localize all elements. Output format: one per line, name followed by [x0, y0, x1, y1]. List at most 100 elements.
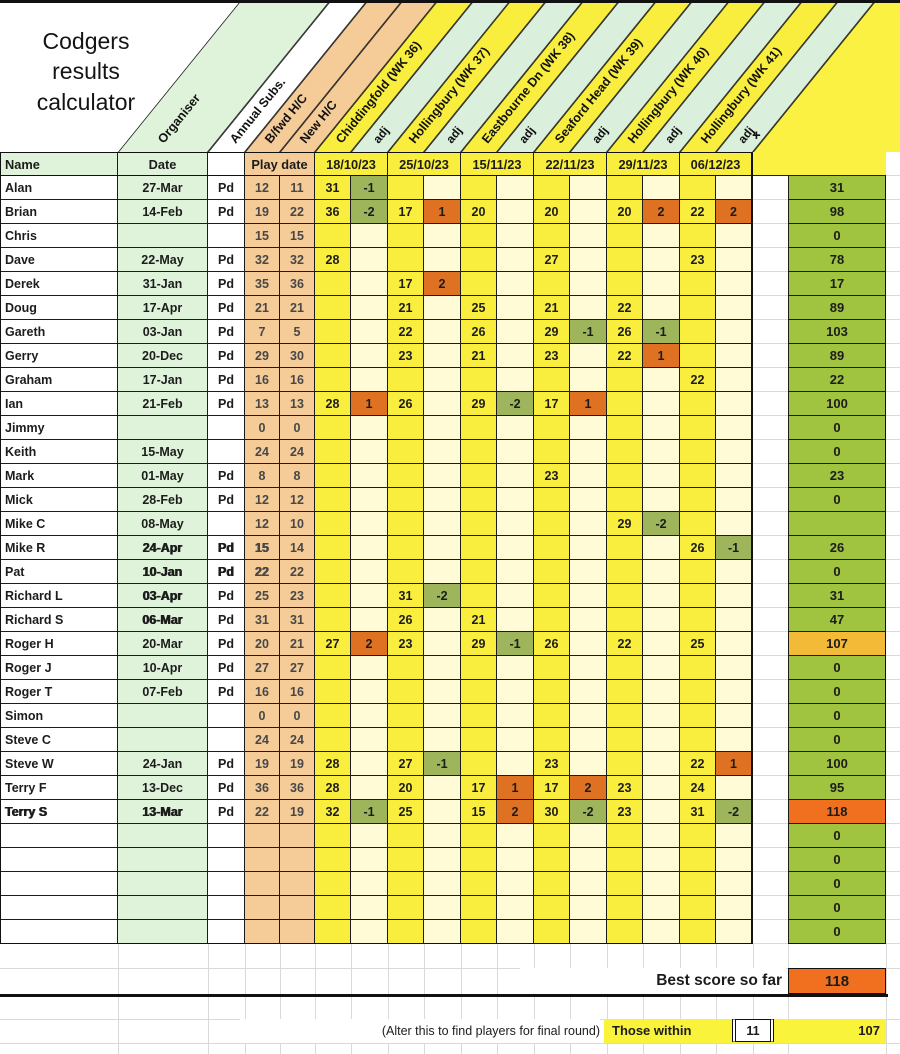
cell-name[interactable]: Terry F [0, 776, 118, 800]
cell-adj-r5[interactable] [716, 296, 753, 320]
cell-date[interactable]: 27-Mar [118, 176, 208, 200]
cell-new-hc[interactable]: 30 [280, 344, 315, 368]
cell-score-r3[interactable]: 30 [534, 800, 570, 824]
cell-adj-r2[interactable] [497, 464, 534, 488]
header-round-date-1[interactable]: 25/10/23 [388, 152, 461, 176]
cell-paid[interactable]: Pd [208, 344, 245, 368]
cell-score-r5[interactable] [680, 416, 716, 440]
cell-adj-r2[interactable] [497, 248, 534, 272]
cell-total[interactable]: 0 [788, 488, 886, 512]
header-round-date-5[interactable]: 06/12/23 [680, 152, 753, 176]
cell-paid[interactable]: Pd [208, 320, 245, 344]
cell-score-r3[interactable]: 26 [534, 632, 570, 656]
cell-score-r5[interactable] [680, 224, 716, 248]
cell-adj-r5[interactable] [716, 656, 753, 680]
cell-score-r2[interactable] [461, 440, 497, 464]
cell-adj-r0[interactable] [351, 488, 388, 512]
header-round-date-0[interactable]: 18/10/23 [315, 152, 388, 176]
cell-adj-r1[interactable] [424, 392, 461, 416]
cell-adj-r1[interactable] [424, 680, 461, 704]
cell-adj-r2[interactable] [497, 560, 534, 584]
cell-total[interactable]: 0 [788, 560, 886, 584]
cell-score-r2[interactable] [461, 512, 497, 536]
cell-date[interactable]: 20-Mar [118, 632, 208, 656]
cell-score-r0[interactable] [315, 416, 351, 440]
cell-score-r0[interactable] [315, 824, 351, 848]
cell-date[interactable] [118, 920, 208, 944]
cell-score-r4[interactable] [607, 704, 643, 728]
cell-score-r1[interactable]: 26 [388, 392, 424, 416]
cell-score-r1[interactable] [388, 824, 424, 848]
cell-score-r5[interactable] [680, 896, 716, 920]
cell-adj-r4[interactable] [643, 656, 680, 680]
cell-paid[interactable] [208, 416, 245, 440]
cell-score-r3[interactable] [534, 272, 570, 296]
cell-score-r0[interactable]: 32 [315, 800, 351, 824]
cell-date[interactable]: 21-Feb [118, 392, 208, 416]
cell-adj-r4[interactable]: -2 [643, 512, 680, 536]
cell-score-r1[interactable]: 27 [388, 752, 424, 776]
cell-adj-r4[interactable] [643, 776, 680, 800]
cell-date[interactable] [118, 848, 208, 872]
cell-paid[interactable]: Pd [208, 608, 245, 632]
cell-total[interactable]: 89 [788, 296, 886, 320]
cell-adj-r1[interactable] [424, 416, 461, 440]
cell-score-r5[interactable] [680, 824, 716, 848]
cell-score-r1[interactable] [388, 560, 424, 584]
cell-score-r1[interactable] [388, 656, 424, 680]
cell-adj-r3[interactable] [570, 920, 607, 944]
cell-score-r0[interactable] [315, 320, 351, 344]
cell-score-r2[interactable] [461, 872, 497, 896]
cell-adj-r3[interactable] [570, 488, 607, 512]
cell-score-r1[interactable] [388, 512, 424, 536]
cell-adj-r0[interactable] [351, 872, 388, 896]
cell-adj-r5[interactable] [716, 704, 753, 728]
cell-bfwd-hc[interactable]: 7 [245, 320, 280, 344]
cell-name[interactable]: Richard S [0, 608, 118, 632]
cell-total[interactable]: 98 [788, 200, 886, 224]
cell-adj-r0[interactable] [351, 320, 388, 344]
cell-name[interactable]: Doug [0, 296, 118, 320]
cell-bfwd-hc[interactable]: 22 [245, 560, 280, 584]
cell-score-r2[interactable] [461, 728, 497, 752]
cell-score-r3[interactable] [534, 584, 570, 608]
cell-score-r0[interactable] [315, 488, 351, 512]
cell-score-r5[interactable] [680, 848, 716, 872]
cell-score-r2[interactable]: 15 [461, 800, 497, 824]
cell-score-r3[interactable] [534, 656, 570, 680]
cell-total[interactable]: 0 [788, 704, 886, 728]
cell-adj-r0[interactable] [351, 824, 388, 848]
cell-adj-r4[interactable]: 2 [643, 200, 680, 224]
cell-adj-r4[interactable] [643, 920, 680, 944]
cell-adj-r1[interactable] [424, 632, 461, 656]
cell-adj-r3[interactable]: 2 [570, 776, 607, 800]
cell-name[interactable]: Steve C [0, 728, 118, 752]
cell-adj-r3[interactable] [570, 200, 607, 224]
cell-new-hc[interactable]: 16 [280, 368, 315, 392]
cell-date[interactable]: 03-Apr [118, 584, 208, 608]
cell-adj-r3[interactable] [570, 560, 607, 584]
cell-adj-r2[interactable] [497, 440, 534, 464]
cell-name[interactable]: Steve W [0, 752, 118, 776]
cell-adj-r3[interactable] [570, 584, 607, 608]
cell-bfwd-hc[interactable]: 15 [245, 224, 280, 248]
cell-score-r5[interactable] [680, 656, 716, 680]
cell-score-r3[interactable]: 23 [534, 344, 570, 368]
cell-score-r5[interactable]: 25 [680, 632, 716, 656]
cell-score-r1[interactable]: 23 [388, 344, 424, 368]
cell-score-r2[interactable]: 21 [461, 344, 497, 368]
cell-total[interactable]: 22 [788, 368, 886, 392]
cell-adj-r4[interactable] [643, 536, 680, 560]
cell-adj-r4[interactable] [643, 848, 680, 872]
cell-adj-r3[interactable] [570, 248, 607, 272]
cell-adj-r5[interactable] [716, 416, 753, 440]
cell-new-hc[interactable]: 23 [280, 584, 315, 608]
cell-total[interactable]: 0 [788, 848, 886, 872]
cell-paid[interactable]: Pd [208, 368, 245, 392]
cell-name[interactable]: Derek [0, 272, 118, 296]
cell-paid[interactable]: Pd [208, 488, 245, 512]
cell-score-r1[interactable]: 20 [388, 776, 424, 800]
cell-score-r0[interactable]: 28 [315, 776, 351, 800]
cell-adj-r0[interactable]: 1 [351, 392, 388, 416]
cell-adj-r2[interactable] [497, 896, 534, 920]
